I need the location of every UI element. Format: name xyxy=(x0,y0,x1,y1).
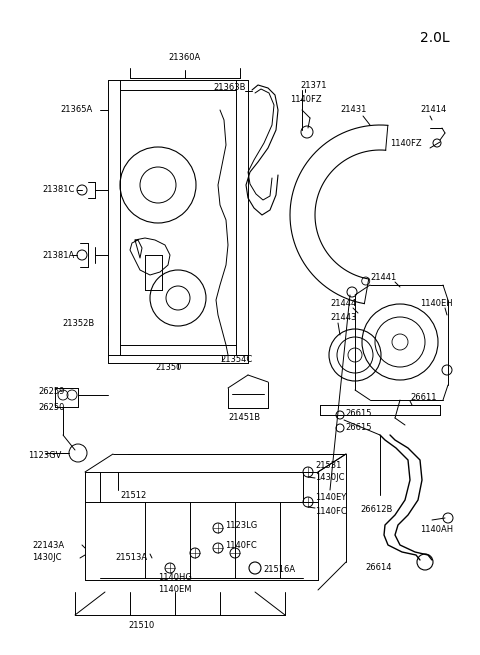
Text: 2.0L: 2.0L xyxy=(420,31,450,45)
Text: 21451B: 21451B xyxy=(228,413,260,422)
Text: 21360A: 21360A xyxy=(169,54,201,62)
Text: 26615: 26615 xyxy=(345,409,372,417)
Text: 1140FC: 1140FC xyxy=(225,540,257,550)
Text: 21414: 21414 xyxy=(420,105,446,115)
Text: 26612B: 26612B xyxy=(360,506,392,514)
Text: 21444: 21444 xyxy=(330,299,356,307)
Text: 21512: 21512 xyxy=(120,491,146,500)
Text: 1140HG: 1140HG xyxy=(158,574,192,582)
Text: 26611: 26611 xyxy=(410,394,436,403)
Text: 1140FZ: 1140FZ xyxy=(290,96,322,105)
Text: 21431: 21431 xyxy=(340,105,366,115)
Text: 1430JC: 1430JC xyxy=(32,553,61,563)
Text: 21381C: 21381C xyxy=(42,185,74,195)
Text: 1430JC: 1430JC xyxy=(315,474,345,483)
Text: 26615: 26615 xyxy=(345,424,372,432)
Text: 21350: 21350 xyxy=(155,364,181,373)
Text: 21354C: 21354C xyxy=(220,356,252,364)
Text: 1140AH: 1140AH xyxy=(420,525,453,534)
Text: 21381A: 21381A xyxy=(42,250,74,259)
Text: 1140EY: 1140EY xyxy=(315,493,346,502)
Text: 1140EM: 1140EM xyxy=(158,586,192,595)
Text: 1140FZ: 1140FZ xyxy=(390,138,421,147)
Text: 1140EH: 1140EH xyxy=(420,299,453,307)
Text: 22143A: 22143A xyxy=(32,540,64,550)
Text: 1123GV: 1123GV xyxy=(28,451,61,460)
Text: 21531: 21531 xyxy=(315,460,341,470)
Text: 26259: 26259 xyxy=(38,388,64,396)
Text: 21352B: 21352B xyxy=(62,318,94,328)
Text: 21363B: 21363B xyxy=(213,83,245,92)
Text: 26614: 26614 xyxy=(365,563,392,572)
Text: 21443: 21443 xyxy=(330,314,356,322)
Text: 21365A: 21365A xyxy=(60,105,92,115)
Text: 21441: 21441 xyxy=(370,272,396,282)
Text: 1123LG: 1123LG xyxy=(225,521,257,529)
Text: 1140FC: 1140FC xyxy=(315,508,347,517)
Text: 21513A: 21513A xyxy=(115,553,147,563)
Text: 21516A: 21516A xyxy=(263,565,295,574)
Text: 21371: 21371 xyxy=(300,81,326,90)
Text: 21510: 21510 xyxy=(128,620,154,629)
Text: 26250: 26250 xyxy=(38,403,64,413)
